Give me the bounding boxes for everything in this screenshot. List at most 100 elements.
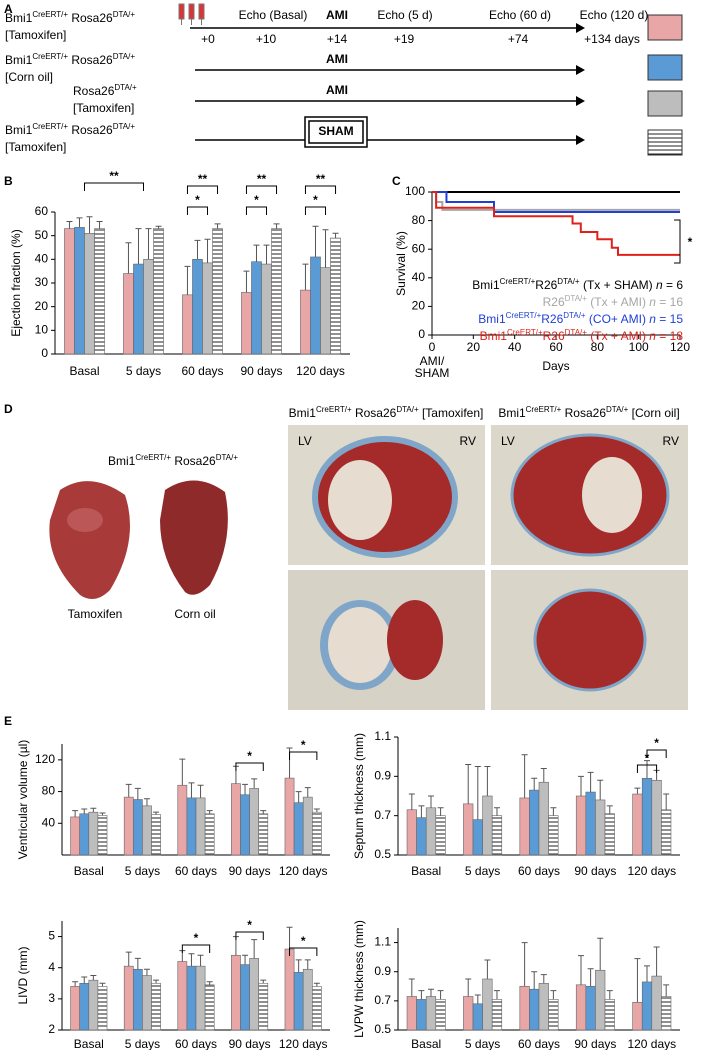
error-bar xyxy=(66,220,73,229)
y-tick-label: 40 xyxy=(412,270,426,284)
error-bar xyxy=(550,807,557,816)
x-start-label: AMI/ xyxy=(420,354,445,368)
bar xyxy=(406,996,417,1031)
y-tick-label: 50 xyxy=(35,228,49,242)
y-axis-label: Survival (%) xyxy=(394,231,408,296)
error-bar xyxy=(295,959,302,973)
error-bar xyxy=(578,775,585,796)
heart-photos xyxy=(49,480,228,599)
error-bar xyxy=(273,223,280,229)
label-part: [Corn oil] xyxy=(628,406,679,420)
significance-label: * xyxy=(247,749,252,763)
significance-label: * xyxy=(301,934,306,948)
x-tick-label: 120 days xyxy=(627,864,676,878)
bar xyxy=(641,981,653,1031)
bar xyxy=(177,961,188,1031)
bar xyxy=(204,813,215,856)
y-tick-label: 40 xyxy=(35,252,49,266)
superscript: CreERT/+ xyxy=(316,405,352,414)
label: Bmi1CreERT/+ Rosa26DTA/+ xyxy=(5,10,135,26)
label-part: Rosa26 xyxy=(68,123,113,137)
treatment: [Tamoxifen] xyxy=(5,28,66,42)
error-bar xyxy=(253,244,260,262)
label-part: (CO+ AMI) xyxy=(586,312,650,326)
error-bar xyxy=(484,959,491,979)
x-tick-label: Basal xyxy=(411,864,441,878)
label-part: Rosa26 xyxy=(73,84,115,98)
x-axis-label: Days xyxy=(542,359,569,373)
error-bar xyxy=(263,244,270,265)
treatment: [Tamoxifen] xyxy=(73,101,134,115)
superscript: CreERT/+ xyxy=(32,10,68,19)
bar xyxy=(416,999,427,1031)
bar xyxy=(241,292,252,355)
y-tick-label: 0.5 xyxy=(374,847,391,861)
significance-label: * xyxy=(301,738,306,752)
event-label: AMI xyxy=(326,52,348,66)
error-bar xyxy=(134,787,141,800)
bar xyxy=(529,789,540,856)
photo-caption: Tamoxifen xyxy=(68,607,123,621)
x-tick-label: 120 days xyxy=(627,1037,676,1050)
superscript: CreERT/+ xyxy=(506,311,542,320)
bar xyxy=(123,273,134,355)
bar xyxy=(251,261,262,355)
bar xyxy=(472,1003,483,1031)
y-axis-label: Septum thickness (mm) xyxy=(352,733,366,859)
error-bar xyxy=(81,808,88,814)
bar xyxy=(182,294,193,355)
bar xyxy=(88,811,99,856)
error-bar xyxy=(243,270,250,293)
error-bar xyxy=(578,955,585,985)
significance-label: ** xyxy=(257,172,267,186)
error-bar xyxy=(465,764,472,804)
bar xyxy=(293,802,304,856)
x-tick-label: 90 days xyxy=(574,1037,616,1050)
y-tick-label: 1.1 xyxy=(374,935,391,949)
bar xyxy=(425,807,437,856)
error-bar xyxy=(260,979,267,984)
panel-label: B xyxy=(4,174,13,188)
label: Bmi1CreERT/+R26DTA/+ (CO+ AMI) n = 15 xyxy=(478,311,683,327)
y-tick-label: 3 xyxy=(48,991,55,1005)
bar xyxy=(258,982,269,1031)
bar xyxy=(204,984,215,1031)
bar xyxy=(94,228,105,355)
bar xyxy=(491,815,503,856)
label: Bmi1CreERT/+R26DTA/+ (Tx + SHAM) n = 6 xyxy=(472,277,683,293)
bar xyxy=(463,996,474,1031)
bar xyxy=(519,985,530,1031)
bar xyxy=(585,791,596,856)
bar xyxy=(249,788,260,856)
x-tick-label: 5 days xyxy=(126,364,161,378)
error-bar xyxy=(206,810,213,814)
label: Bmi1CreERT/+ Rosa26DTA/+ [Corn oil] xyxy=(498,405,679,421)
arrow-head xyxy=(576,65,585,75)
x-tick-label: 100 xyxy=(629,340,649,354)
histology-images xyxy=(288,425,688,710)
error-bar xyxy=(437,990,444,1000)
superscript: DTA/+ xyxy=(114,83,137,92)
error-bar xyxy=(540,974,547,984)
group-swatch xyxy=(647,14,683,41)
bar xyxy=(132,968,143,1031)
error-bar xyxy=(304,959,311,970)
error-bar xyxy=(143,968,150,976)
significance-bracket xyxy=(84,182,144,191)
bar xyxy=(330,237,341,355)
bar xyxy=(143,259,154,355)
bar xyxy=(142,975,152,1031)
error-bar xyxy=(286,926,293,950)
y-tick-label: 60 xyxy=(412,241,426,255)
y-axis-label: Ventricular volume (µl) xyxy=(16,740,30,860)
error-bar xyxy=(521,942,528,987)
bar xyxy=(425,996,437,1031)
event-label: Echo (60 d) xyxy=(489,8,551,22)
photo-caption: Corn oil xyxy=(174,607,215,621)
x-tick-label: 60 days xyxy=(175,864,217,878)
bar xyxy=(482,795,493,856)
bar xyxy=(177,784,188,856)
rv-label: RV xyxy=(460,434,476,448)
label-part: Bmi1 xyxy=(5,53,33,67)
superscript: DTA/+ xyxy=(563,311,586,320)
